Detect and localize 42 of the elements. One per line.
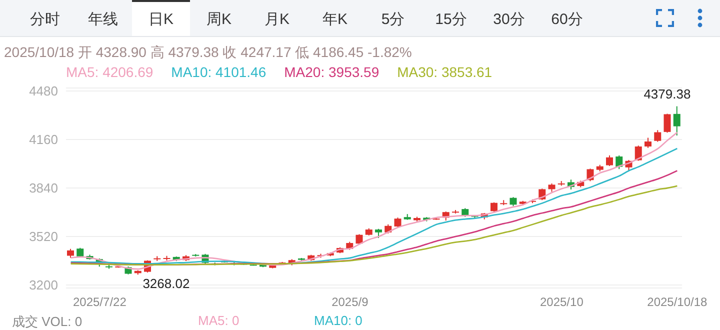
line-series [70,185,678,266]
line-series [70,148,678,264]
text: 月K [263,10,290,30]
candlestick [644,137,652,148]
candlestick [510,196,517,207]
x-tick-label: 2025/10 [540,295,584,309]
candlestick [654,130,662,142]
y-tick-label: 4160 [29,132,58,148]
text: 30分 [492,10,526,30]
text: 15分 [434,10,468,30]
text: MA10: 4101.46 [171,64,266,80]
candlestick [490,202,498,212]
text: 60分 [550,10,584,30]
x-tick-label: 2025/10/18 [647,295,708,309]
text: 周K [205,10,232,30]
candlestick [664,113,671,134]
y-tick-label: 3200 [29,278,58,293]
text: 年K [321,10,348,30]
candlestick [673,106,680,136]
candlestick [606,154,613,167]
y-tick-label: 3840 [29,180,58,196]
text: 日K [132,0,190,36]
annotation: 4379.38 [644,86,691,102]
annotation: 3268.02 [142,276,190,291]
candlestick [394,217,402,228]
candlestick [616,154,623,170]
text: 5分 [380,10,406,30]
x-tick-label: 2025/9 [332,295,369,309]
text: 分时 [29,10,61,30]
line-series [70,132,678,270]
y-tick-label: 3520 [29,229,58,244]
text: 年线 [87,10,119,30]
chart-title: 2025/10/18 开 4328.90 高 4379.38 收 4247.17 低 4186.45 -1.82% [4,44,412,62]
text: MA30: 3853.61 [397,64,492,80]
text: MA5: 0 [198,313,240,328]
text: MA20: 3953.59 [284,64,380,80]
candlestick [375,228,382,238]
text: MA10: 0 [314,313,362,328]
x-tick-label: 2025/7/22 [72,295,127,309]
y-tick-label: 4480 [29,84,58,99]
text: 成交 VOL: 0 [12,313,82,330]
text: MA5: 4206.69 [66,64,154,80]
